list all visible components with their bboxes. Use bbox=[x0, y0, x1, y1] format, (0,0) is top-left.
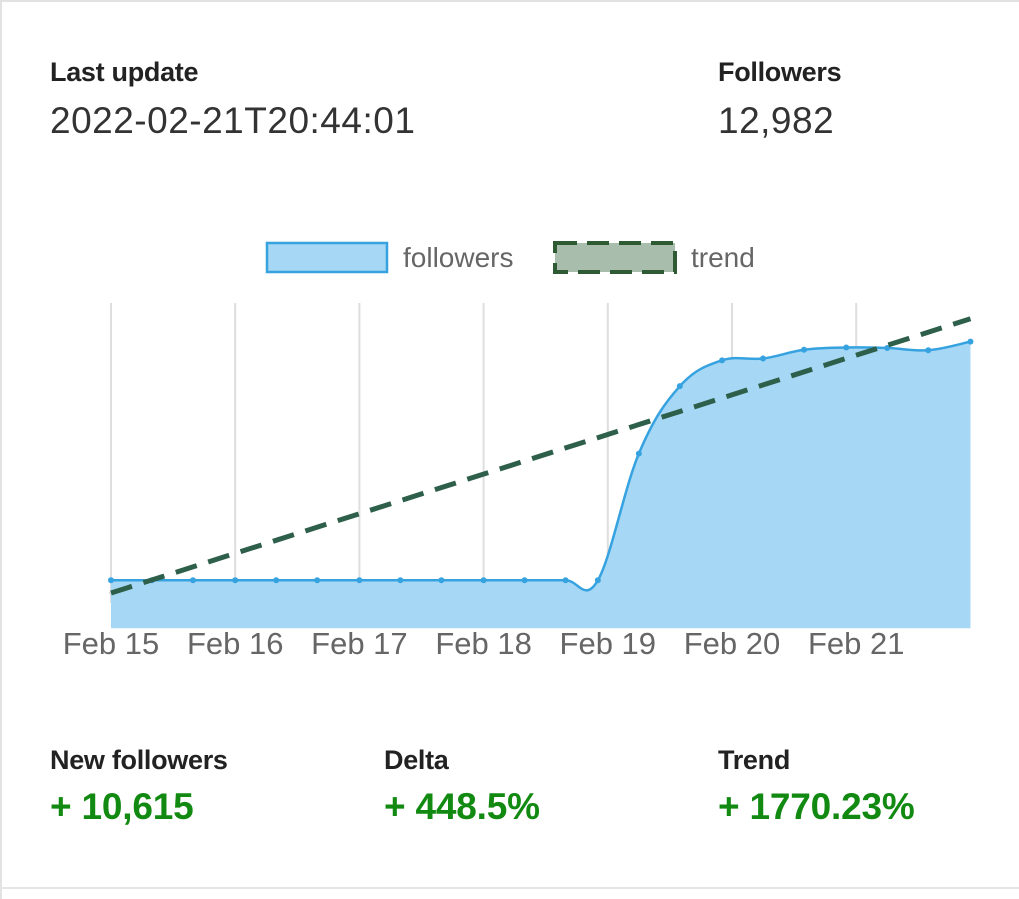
followers-area bbox=[111, 341, 971, 629]
x-axis: Feb 15 Feb 16 Feb 17 Feb 18 Feb 19 Feb 20 Feb … bbox=[63, 626, 905, 661]
chart-legend: followers trend bbox=[265, 241, 755, 274]
followers-line bbox=[111, 340, 971, 592]
followers-point bbox=[635, 450, 642, 457]
last-update-stat: Last update 2022-02-21T20:44:01 bbox=[50, 57, 415, 142]
last-update-value: 2022-02-21T20:44:01 bbox=[50, 100, 416, 141]
delta-stat: Delta + 448.5% bbox=[384, 745, 540, 828]
chart-plot bbox=[108, 316, 974, 629]
followers-point bbox=[884, 344, 891, 351]
followers-label: Followers bbox=[718, 57, 842, 87]
followers-point bbox=[108, 577, 114, 584]
followers-point bbox=[562, 577, 569, 584]
legend-swatch-followers bbox=[265, 241, 389, 274]
last-update-label: Last update bbox=[50, 57, 199, 87]
followers-point bbox=[397, 577, 404, 584]
followers-point bbox=[521, 577, 528, 584]
x-tick-label: Feb 19 bbox=[560, 626, 657, 661]
followers-point bbox=[719, 357, 726, 364]
new-followers-value: + 10,615 bbox=[50, 786, 194, 827]
followers-stat: Followers 12,982 bbox=[718, 57, 842, 142]
legend-swatch-trend bbox=[553, 241, 677, 274]
x-tick-label: Feb 21 bbox=[808, 626, 905, 661]
delta-value: + 448.5% bbox=[384, 786, 540, 827]
new-followers-label: New followers bbox=[50, 745, 228, 775]
followers-point bbox=[314, 577, 321, 584]
delta-label: Delta bbox=[384, 745, 449, 775]
followers-point bbox=[273, 577, 280, 584]
followers-value: 12,982 bbox=[718, 100, 835, 141]
followers-point bbox=[438, 577, 445, 584]
followers-point bbox=[760, 355, 767, 362]
followers-point bbox=[967, 338, 974, 345]
followers-point bbox=[676, 383, 683, 390]
new-followers-stat: New followers + 10,615 bbox=[50, 745, 228, 828]
x-tick-label: Feb 15 bbox=[63, 626, 160, 661]
followers-point bbox=[594, 577, 601, 584]
followers-point bbox=[480, 577, 487, 584]
followers-point bbox=[801, 346, 808, 353]
trend-stat: Trend + 1770.23% bbox=[718, 745, 915, 828]
followers-chart: followers trend Feb 15 Feb 16 Feb 17 Feb 18 F… bbox=[63, 241, 974, 661]
x-tick-label: Feb 16 bbox=[187, 626, 284, 661]
followers-point bbox=[356, 577, 363, 584]
trend-label: Trend bbox=[718, 745, 791, 775]
x-tick-label: Feb 18 bbox=[435, 626, 532, 661]
legend-label-trend: trend bbox=[691, 242, 755, 273]
legend-label-followers: followers bbox=[403, 242, 513, 273]
bottom-divider bbox=[0, 887, 1019, 889]
trend-line bbox=[110, 316, 972, 596]
followers-point bbox=[925, 347, 932, 354]
x-tick-label: Feb 20 bbox=[684, 626, 781, 661]
followers-point bbox=[843, 344, 850, 351]
trend-value: + 1770.23% bbox=[718, 786, 915, 827]
x-tick-label: Feb 17 bbox=[311, 626, 408, 661]
followers-point bbox=[189, 577, 196, 584]
followers-point bbox=[232, 577, 239, 584]
